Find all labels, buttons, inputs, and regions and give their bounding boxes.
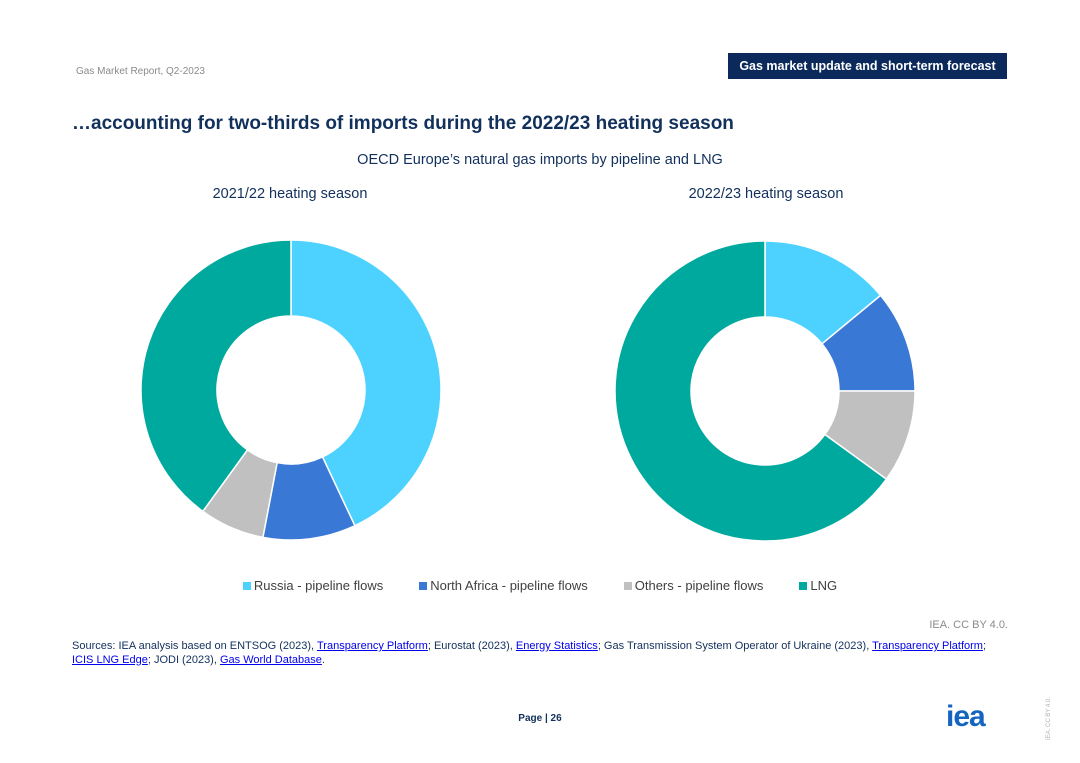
sources-note: Sources: IEA analysis based on ENTSOG (2…	[72, 640, 992, 667]
source-link-jodi[interactable]: Gas World Database	[219, 653, 322, 666]
legend-item-others: Others - pipeline flows	[623, 578, 764, 593]
legend-label-north-africa: North Africa - pipeline flows	[430, 578, 588, 593]
legend-swatch-russia	[242, 581, 251, 590]
source-link-entsog[interactable]: Transparency Platform	[316, 640, 428, 652]
source-link-ukraine[interactable]: Transparency Platform	[872, 640, 983, 652]
legend-item-north-africa: North Africa - pipeline flows	[419, 578, 588, 593]
sources-text: Sources: IEA analysis based on ENTSOG (2…	[72, 640, 317, 652]
legend-item-russia: Russia - pipeline flows	[242, 578, 384, 593]
legend-swatch-lng	[799, 581, 808, 590]
section-tag: Gas market update and short-term forecas…	[728, 53, 1007, 79]
chart-credit: IEA. CC BY 4.0.	[929, 619, 1008, 631]
source-link-eurostat[interactable]: Energy Statistics	[515, 640, 598, 652]
chart-subtitle-2021-22: 2021/22 heating season	[212, 186, 368, 202]
legend-label-others: Others - pipeline flows	[634, 578, 764, 593]
chart-title: OECD Europe’s natural gas imports by pip…	[357, 152, 723, 168]
iea-logo: iea	[946, 700, 986, 733]
chart-subtitle-2022-23: 2022/23 heating season	[688, 186, 844, 202]
sources-text: .	[321, 653, 325, 666]
source-link-icis[interactable]: ICIS LNG Edge	[72, 653, 148, 666]
legend-swatch-north-africa	[419, 581, 428, 590]
slide-title: …accounting for two-thirds of imports du…	[72, 113, 734, 134]
sources-text: ;	[982, 640, 987, 652]
vertical-credit: IEA. CC BY 4.0.	[1046, 697, 1052, 740]
donut-slice-2021-22-lng	[140, 239, 292, 513]
sources-text: ; Eurostat (2023),	[427, 640, 516, 652]
sources-text: ; Gas Transmission System Operator of Uk…	[597, 640, 873, 652]
donut-slice-2021-22-russia	[290, 239, 442, 527]
legend-item-lng: LNG	[799, 578, 837, 593]
legend-label-russia: Russia - pipeline flows	[253, 578, 384, 593]
report-label: Gas Market Report, Q2-2023	[76, 66, 205, 77]
legend-swatch-others	[623, 581, 632, 590]
donut-slice-2022-23-lng	[614, 240, 888, 542]
page-number: Page | 26	[518, 713, 562, 724]
legend-label-lng: LNG	[810, 578, 838, 593]
sources-text: ; JODI (2023),	[147, 653, 220, 666]
chart-legend: Russia - pipeline flows North Africa - p…	[0, 578, 1080, 593]
